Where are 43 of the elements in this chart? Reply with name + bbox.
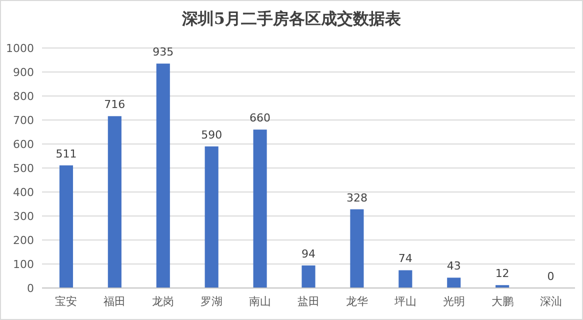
y-tick-label: 900 <box>13 66 34 79</box>
y-tick-label: 100 <box>13 258 34 271</box>
y-tick-label: 300 <box>13 210 34 223</box>
x-tick-label: 罗湖 <box>200 295 223 308</box>
x-tick-label: 福田 <box>104 295 126 308</box>
bar <box>398 270 412 288</box>
bar <box>350 209 364 288</box>
x-tick-label: 宝安 <box>55 295 78 308</box>
data-label: 935 <box>152 46 174 59</box>
data-label: 660 <box>250 112 271 125</box>
bar <box>156 64 170 288</box>
y-tick-label: 500 <box>13 162 34 175</box>
y-tick-label: 1000 <box>6 42 34 55</box>
data-label: 74 <box>398 252 412 266</box>
y-tick-label: 0 <box>27 282 34 295</box>
data-label: 43 <box>446 260 461 273</box>
data-label: 12 <box>495 267 510 280</box>
bar <box>59 165 74 288</box>
data-label: 328 <box>346 191 368 204</box>
x-tick-label: 大鹏 <box>491 295 514 308</box>
x-tick-label: 光明 <box>442 295 465 308</box>
x-tick-label: 盐田 <box>298 295 320 308</box>
bar <box>302 265 316 288</box>
data-label: 590 <box>201 128 222 142</box>
data-label: 511 <box>56 147 77 160</box>
bar <box>253 130 267 288</box>
data-label: 94 <box>302 247 316 260</box>
bar <box>204 146 218 288</box>
y-tick-label: 200 <box>13 234 34 247</box>
y-tick-label: 800 <box>13 90 34 103</box>
y-tick-label: 700 <box>13 114 34 127</box>
x-tick-label: 龙华 <box>346 295 368 308</box>
x-tick-label: 龙岗 <box>152 295 174 308</box>
chart-title: 深圳5月二手房各区成交数据表 <box>180 9 402 28</box>
x-tick-label: 南山 <box>249 295 272 308</box>
y-tick-label: 400 <box>13 186 34 199</box>
bar <box>108 116 122 288</box>
y-tick-label: 600 <box>13 138 34 151</box>
bar <box>447 278 461 288</box>
data-label: 0 <box>547 270 554 283</box>
x-tick-label: 坪山 <box>393 295 416 308</box>
data-label: 716 <box>104 98 126 112</box>
x-tick-label: 深汕 <box>540 295 562 308</box>
